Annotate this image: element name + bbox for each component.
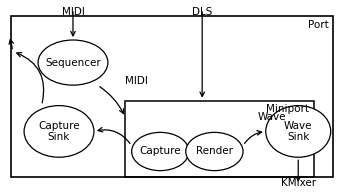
Ellipse shape	[38, 40, 108, 85]
Ellipse shape	[266, 106, 331, 157]
Text: DLS: DLS	[192, 7, 212, 17]
Text: MIDI: MIDI	[125, 75, 148, 86]
Bar	[125, 101, 314, 177]
Text: Capture
Sink: Capture Sink	[38, 121, 80, 142]
Text: Wave
Sink: Wave Sink	[284, 121, 313, 142]
Text: Sequencer: Sequencer	[45, 58, 101, 68]
Text: KMixer: KMixer	[281, 178, 316, 188]
Ellipse shape	[132, 132, 189, 171]
Ellipse shape	[24, 106, 94, 157]
Bar	[11, 16, 333, 177]
Text: Wave: Wave	[258, 112, 287, 122]
Ellipse shape	[186, 132, 243, 171]
Text: Render: Render	[196, 146, 233, 157]
Text: Port: Port	[308, 20, 328, 30]
Text: Capture: Capture	[139, 146, 181, 157]
Text: Miniport: Miniport	[266, 104, 309, 114]
Text: MIDI: MIDI	[62, 7, 84, 17]
